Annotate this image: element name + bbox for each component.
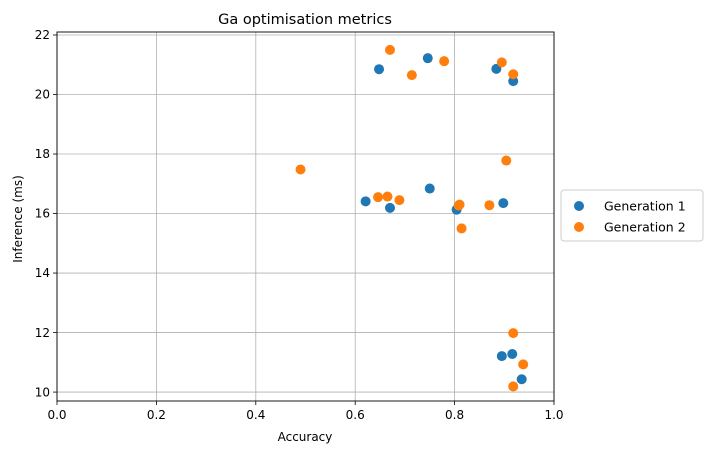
data-point-generation-2 bbox=[439, 56, 450, 67]
data-point-generation-2 bbox=[508, 381, 519, 392]
data-point-generation-2 bbox=[508, 69, 519, 80]
data-point-generation-1 bbox=[491, 63, 502, 74]
data-point-generation-2 bbox=[406, 70, 417, 81]
data-point-generation-2 bbox=[454, 199, 465, 210]
x-tick-label: 0.6 bbox=[346, 408, 365, 422]
chart-title: Ga optimisation metrics bbox=[218, 12, 392, 28]
data-point-generation-2 bbox=[456, 223, 467, 234]
x-tick-label: 1.0 bbox=[544, 408, 563, 422]
x-tick-label: 0.8 bbox=[445, 408, 464, 422]
y-tick-label: 14 bbox=[35, 266, 50, 280]
data-point-generation-1 bbox=[498, 198, 509, 209]
data-point-generation-2 bbox=[484, 200, 495, 211]
y-tick-label: 20 bbox=[35, 88, 50, 102]
y-tick-label: 18 bbox=[35, 147, 50, 161]
legend-label-generation-2: Generation 2 bbox=[604, 220, 686, 235]
data-point-generation-2 bbox=[384, 44, 395, 55]
data-point-generation-1 bbox=[360, 196, 371, 207]
data-points bbox=[295, 44, 529, 392]
data-point-generation-2 bbox=[501, 155, 512, 166]
data-point-generation-2 bbox=[295, 164, 306, 175]
x-tick-label: 0.4 bbox=[246, 408, 265, 422]
axis-ticks: 0.0 0.2 0.4 0.6 0.8 1.0 10 12 14 16 18 20 22 bbox=[35, 28, 564, 422]
y-tick-label: 10 bbox=[35, 385, 50, 399]
legend-marker-generation-2 bbox=[574, 222, 584, 232]
data-point-generation-2 bbox=[508, 328, 519, 339]
x-tick-label: 0.0 bbox=[47, 408, 66, 422]
data-point-generation-1 bbox=[374, 64, 385, 75]
data-point-generation-1 bbox=[516, 374, 527, 385]
data-point-generation-1 bbox=[384, 202, 395, 213]
x-tick-label: 0.2 bbox=[147, 408, 166, 422]
data-point-generation-2 bbox=[382, 191, 393, 202]
data-point-generation-2 bbox=[518, 359, 529, 370]
y-tick-label: 22 bbox=[35, 28, 50, 42]
data-point-generation-2 bbox=[496, 57, 507, 68]
data-point-generation-1 bbox=[424, 183, 435, 194]
y-tick-label: 12 bbox=[35, 326, 50, 340]
legend: Generation 1 Generation 2 bbox=[560, 189, 704, 242]
legend-label-generation-1: Generation 1 bbox=[604, 199, 686, 214]
x-axis-label: Accuracy bbox=[278, 430, 333, 444]
legend-marker-generation-1 bbox=[574, 201, 584, 211]
data-point-generation-1 bbox=[496, 351, 507, 362]
data-point-generation-2 bbox=[373, 192, 384, 203]
data-point-generation-2 bbox=[394, 195, 405, 206]
legend-box bbox=[560, 189, 704, 242]
data-point-generation-1 bbox=[422, 53, 433, 64]
plot-area-frame bbox=[56, 31, 555, 402]
grid bbox=[56, 32, 555, 401]
data-point-generation-1 bbox=[508, 76, 519, 87]
y-axis-label: Inference (ms) bbox=[11, 175, 25, 263]
data-point-generation-1 bbox=[507, 348, 518, 359]
y-tick-label: 16 bbox=[35, 207, 50, 221]
